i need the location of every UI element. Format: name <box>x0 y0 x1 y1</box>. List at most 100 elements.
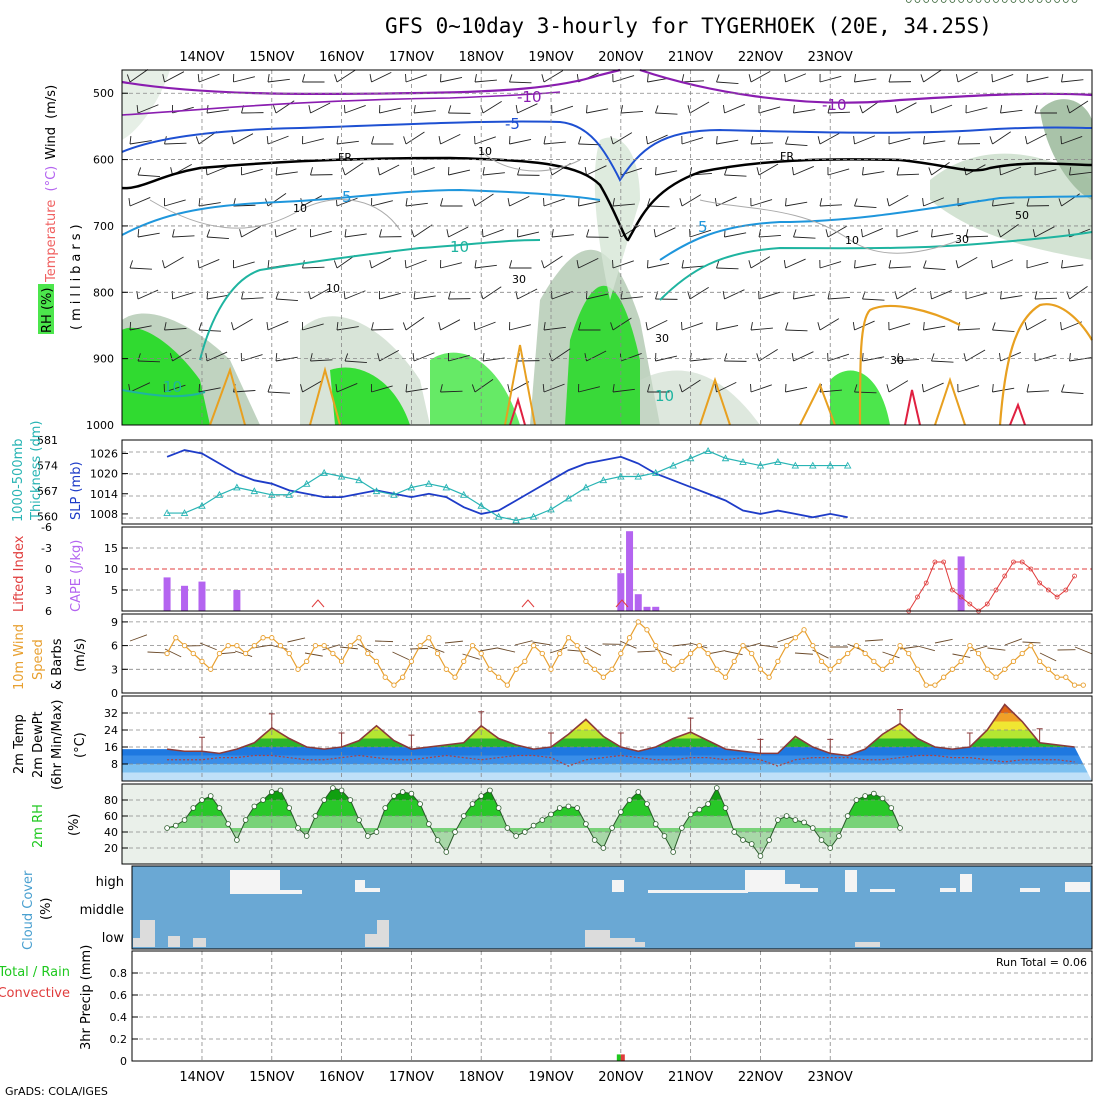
thickness-marker <box>512 516 520 524</box>
cape-bar <box>198 581 206 611</box>
rh-frame <box>121 783 1093 865</box>
barb-staff <box>612 260 634 269</box>
lifted-index-marker <box>932 559 938 565</box>
rh2m-marker <box>932 0 938 3</box>
wind-barb <box>620 105 643 114</box>
rh2m-marker <box>268 789 275 795</box>
barb-staff <box>440 133 461 145</box>
lifted-index-marker <box>1019 559 1025 565</box>
barb-flag <box>930 104 932 114</box>
rh2m-marker <box>295 825 301 831</box>
barb-staff <box>647 205 670 208</box>
top-date-23NOV: 23NOV <box>808 50 853 65</box>
barb-flag <box>681 260 684 269</box>
slp-tick-1020: 1020 <box>90 468 118 481</box>
barb-staff <box>405 388 428 393</box>
barb-flag <box>136 105 139 114</box>
rh-band-7 <box>565 285 640 425</box>
wind10-marker <box>670 666 676 672</box>
thickness-marker <box>320 468 328 476</box>
barb-staff <box>793 165 814 176</box>
barb-flag <box>783 260 786 269</box>
wind-barb <box>957 322 980 331</box>
wind-barb <box>473 321 496 331</box>
barb-flag <box>653 229 656 238</box>
ylabel-convective: Convective <box>0 986 70 1001</box>
rh-ticks: 80 60 40 20 <box>104 794 128 855</box>
wind10-marker <box>1045 666 1052 672</box>
barb-staff <box>689 286 709 300</box>
thickness-marker <box>233 483 241 491</box>
wind10-barb <box>584 646 602 656</box>
barb-flag <box>369 74 372 83</box>
barb-flag <box>405 198 408 207</box>
wind10-marker <box>583 658 589 665</box>
rh2m-marker <box>696 806 703 813</box>
barb-staff <box>785 143 808 146</box>
wind-barb <box>612 198 635 207</box>
barb-staff <box>448 354 470 362</box>
barb-flag <box>509 74 513 83</box>
lifted-index-marker <box>1054 594 1060 600</box>
precip-tick-0.2: 0.2 <box>110 1033 128 1046</box>
thickness-marker <box>599 476 608 484</box>
barb-staff <box>1026 261 1049 269</box>
barb-staff <box>344 360 367 363</box>
barb-staff <box>137 289 159 300</box>
wind-barb <box>576 257 599 269</box>
barb-staff <box>716 81 739 84</box>
wind-barb <box>198 198 221 207</box>
wind10-marker <box>975 650 982 657</box>
barb-staff <box>586 108 609 114</box>
wind-ticks: 9 6 3 0 <box>111 616 128 700</box>
barb-flag <box>333 260 338 269</box>
barb-flag <box>543 136 546 145</box>
rh2m-marker <box>260 797 266 803</box>
wind-barb <box>861 227 883 238</box>
barb-flag <box>1066 291 1070 300</box>
wind-barb <box>928 162 950 176</box>
barb-flag <box>371 136 375 145</box>
barb-flag <box>1034 291 1038 300</box>
barb-flag <box>1000 105 1003 114</box>
rh2m-marker <box>408 790 415 797</box>
rh2m-marker <box>504 825 511 831</box>
cape-bar <box>233 590 241 611</box>
wind10-marker <box>251 642 257 649</box>
barb-staff <box>344 162 364 176</box>
thickness-marker <box>617 472 625 480</box>
barb-staff <box>655 355 678 362</box>
barb-staff <box>206 109 229 114</box>
temp-frame <box>121 695 1093 782</box>
top-date-18NOV: 18NOV <box>459 50 504 65</box>
barb-flag <box>645 136 648 145</box>
dewpoint-polyline <box>167 754 1075 767</box>
wind10-marker <box>295 666 301 672</box>
wind10-barb <box>199 642 217 651</box>
wind10-barb <box>672 643 691 647</box>
rh2m-marker <box>452 829 458 835</box>
wind10-barb <box>462 653 480 660</box>
barb-staff <box>474 79 497 83</box>
barb-flag <box>612 198 615 207</box>
wind-barb <box>198 383 221 393</box>
rh2m-marker <box>853 797 860 803</box>
wind10-marker <box>260 635 266 641</box>
wind-barb <box>342 162 364 176</box>
barb-flag <box>446 229 449 238</box>
wind-barb <box>1024 133 1047 145</box>
wind10-marker <box>897 642 903 649</box>
wind10-marker <box>321 642 327 649</box>
wind-barb <box>612 73 635 83</box>
wind-barb <box>997 224 1019 238</box>
barb-flag <box>584 353 587 362</box>
barb-staff <box>509 324 531 331</box>
wind10-marker <box>932 682 938 688</box>
ylabel-2mrh: 2m RH <box>31 804 46 848</box>
barb-flag <box>164 322 167 331</box>
barb-staff <box>1069 286 1088 300</box>
rh2m-marker <box>766 837 772 843</box>
barb-flag <box>162 74 165 83</box>
wind-barb <box>474 260 497 269</box>
barb-staff <box>793 236 816 239</box>
